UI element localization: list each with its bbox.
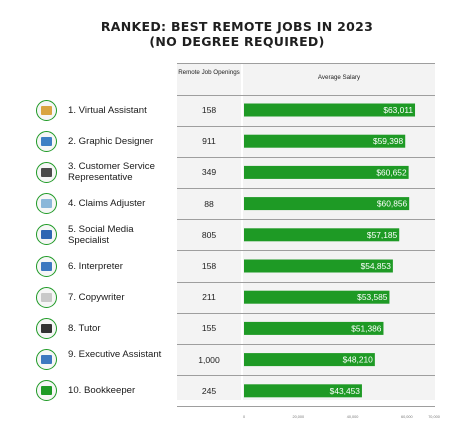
openings-value: 911 xyxy=(202,136,216,147)
smartphone-glyph xyxy=(41,230,52,240)
salary-bar xyxy=(244,103,416,117)
computer-icon xyxy=(36,349,57,371)
category-label: 6. Interpreter xyxy=(68,260,123,272)
openings-value: 88 xyxy=(204,198,214,209)
x-tick-label: 0 xyxy=(242,415,246,419)
row-divider xyxy=(177,95,435,96)
salary-value-label: $51,386 xyxy=(351,323,382,333)
row-divider xyxy=(177,219,435,220)
graphic-design-glyph xyxy=(41,136,52,146)
globe-icon xyxy=(36,255,57,277)
chalkboard-icon xyxy=(36,317,57,339)
category-label: 7. Copywriter xyxy=(68,291,125,303)
row-divider xyxy=(177,126,435,127)
ledger-glyph xyxy=(41,386,52,396)
briefcase-icon xyxy=(36,99,57,121)
chalkboard-glyph xyxy=(41,323,52,333)
salary-bar xyxy=(244,353,375,367)
salary-value-label: $59,398 xyxy=(373,136,404,146)
ledger-icon xyxy=(36,380,57,402)
category-label: 1. Virtual Assistant xyxy=(68,104,147,116)
category-label: 9. Executive Assistant xyxy=(68,348,162,360)
salary-bar xyxy=(244,290,390,304)
salary-bar xyxy=(244,197,410,211)
row-divider xyxy=(177,157,435,158)
openings-value: 211 xyxy=(202,292,216,303)
salary-bar xyxy=(244,134,406,148)
salary-value-label: $53,585 xyxy=(357,292,388,302)
claims-document-icon xyxy=(36,193,57,215)
globe-glyph xyxy=(41,261,52,271)
openings-column-panel xyxy=(177,63,241,400)
salary-value-label: $48,210 xyxy=(343,355,374,365)
salary-bar xyxy=(244,321,384,335)
smartphone-icon xyxy=(36,224,57,246)
salary-column-header: Average Salary xyxy=(317,74,361,81)
briefcase-glyph xyxy=(41,105,52,115)
category-label: 8. Tutor xyxy=(68,322,101,334)
salary-bar xyxy=(244,384,362,398)
openings-value: 349 xyxy=(201,167,217,178)
category-label: 4. Claims Adjuster xyxy=(68,198,146,210)
row-divider xyxy=(177,406,435,407)
salary-value-label: $60,652 xyxy=(376,167,407,177)
openings-value: 158 xyxy=(201,261,217,271)
openings-value: 1,000 xyxy=(198,354,220,365)
salary-value-label: $54,853 xyxy=(361,261,392,271)
row-divider xyxy=(177,375,435,376)
graphic-design-icon xyxy=(36,130,57,152)
salary-value-label: $43,453 xyxy=(330,386,361,396)
openings-column-header: Remote Job Openings xyxy=(178,69,240,76)
claims-document-glyph xyxy=(41,199,52,209)
chart-title-line-2: (NO DEGREE REQUIRED) xyxy=(149,34,325,49)
openings-value: 805 xyxy=(201,229,217,240)
openings-value: 158 xyxy=(201,105,217,115)
computer-glyph xyxy=(41,355,52,365)
x-tick-label: 20,000 xyxy=(292,415,305,419)
row-divider xyxy=(177,344,435,345)
salary-bar xyxy=(244,259,393,273)
category-label: 3. Customer Service Representative xyxy=(68,161,155,184)
row-divider xyxy=(177,313,435,314)
salary-bar xyxy=(244,165,409,179)
x-tick-label: 70,000 xyxy=(428,415,440,419)
openings-value: 245 xyxy=(201,385,217,396)
row-divider xyxy=(177,188,435,189)
category-label: 2. Graphic Designer xyxy=(68,135,154,147)
telephone-glyph xyxy=(41,167,52,177)
category-label: 10. Bookkeeper xyxy=(68,385,136,397)
salary-value-label: $60,856 xyxy=(377,199,408,209)
row-divider xyxy=(177,282,435,283)
copywriting-paper-glyph xyxy=(41,292,52,302)
salary-value-label: $63,011 xyxy=(383,105,413,115)
category-label: 5. Social Media Specialist xyxy=(68,223,134,246)
row-divider xyxy=(177,63,435,64)
telephone-icon xyxy=(36,161,57,183)
x-tick-label: 60,000 xyxy=(401,415,413,419)
salary-value-label: $57,185 xyxy=(367,230,398,240)
copywriting-paper-icon xyxy=(36,286,57,308)
x-tick-label: 40,000 xyxy=(346,415,359,419)
openings-value: 155 xyxy=(201,323,217,334)
chart-title-line-1: RANKED: BEST REMOTE JOBS IN 2023 xyxy=(100,19,374,34)
row-divider xyxy=(177,250,435,251)
salary-bar xyxy=(244,228,400,242)
